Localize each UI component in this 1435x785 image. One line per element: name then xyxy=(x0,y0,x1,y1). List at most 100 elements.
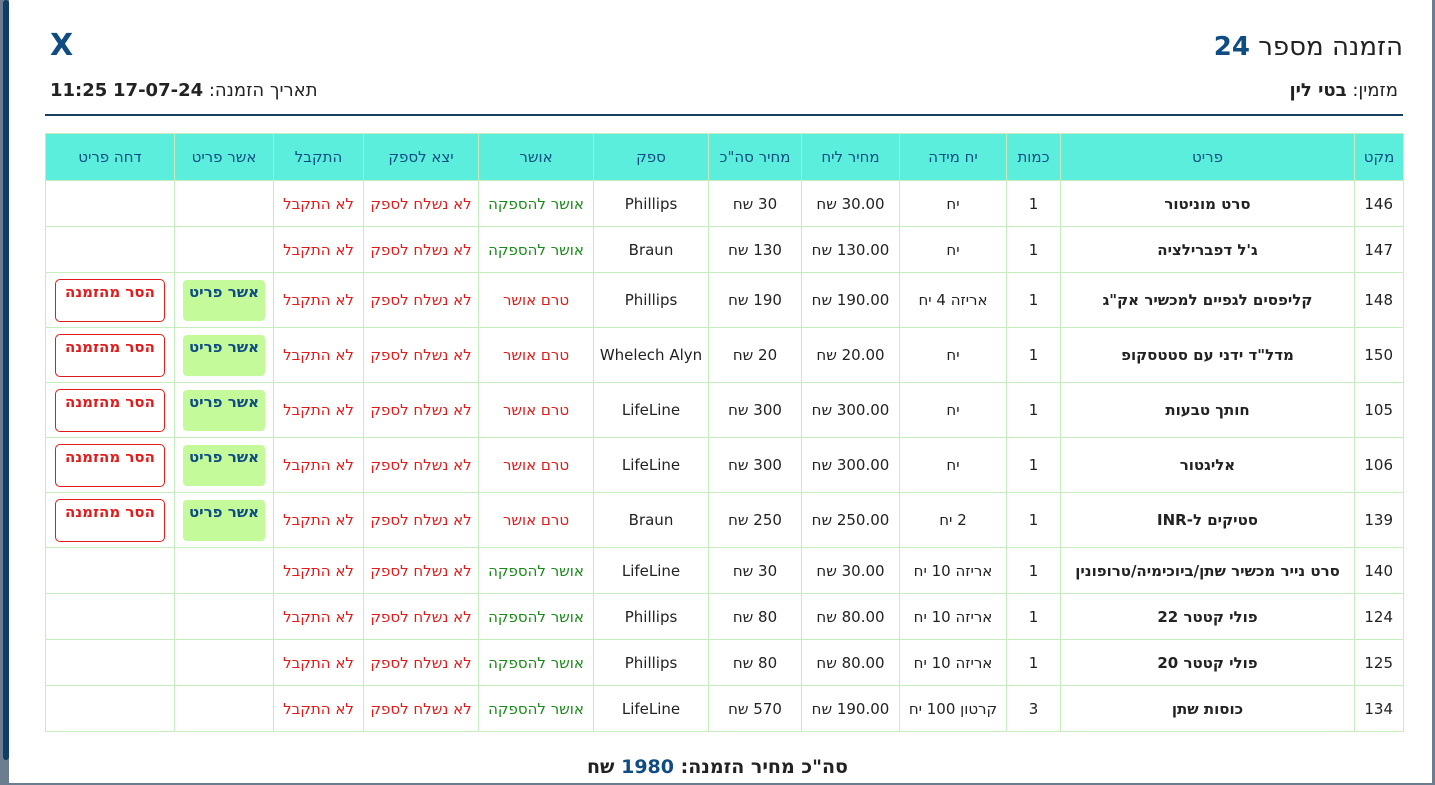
approve-item-cell xyxy=(174,685,274,732)
table-row: 125 פולי קטטר 20 1 אריזה 10 יח 80.00 שח 80 שח… xyxy=(45,639,1404,686)
unit-price-cell: 130.00 שח xyxy=(801,226,900,273)
total-price-cell: 300 שח xyxy=(708,437,802,493)
remove-from-order-button[interactable]: הסר מהזמנה xyxy=(55,498,165,542)
table-row: 140 סרט נייר מכשיר שתן/ביוכימיה/טרופונין 1… xyxy=(45,547,1404,594)
received-status-cell: לא התקבל xyxy=(273,639,364,686)
item-name-cell: אליגטור xyxy=(1060,437,1355,493)
total-price-cell: 80 שח xyxy=(708,593,802,640)
unit-cell: אריזה 10 יח xyxy=(899,547,1007,594)
sku-cell: 125 xyxy=(1354,639,1404,686)
total-price-cell: 300 שח xyxy=(708,382,802,438)
page-title: הזמנה מספר 24 xyxy=(1214,32,1403,62)
approval-status-cell: אושר להספקה xyxy=(478,685,594,732)
supplier-cell: Phillips xyxy=(593,180,709,227)
remove-from-order-button[interactable]: הסר מהזמנה xyxy=(55,443,165,487)
received-status-cell: לא התקבל xyxy=(273,593,364,640)
sent-status-cell: לא נשלח לספק xyxy=(363,226,479,273)
sent-status-cell: לא נשלח לספק xyxy=(363,492,479,548)
total-price-cell: 30 שח xyxy=(708,180,802,227)
supplier-cell: LifeLine xyxy=(593,547,709,594)
approve-item-button[interactable]: אשר פריט xyxy=(183,499,265,541)
approval-status-cell: טרם אושר xyxy=(478,272,594,328)
approve-item-button[interactable]: אשר פריט xyxy=(183,334,265,376)
approve-item-cell xyxy=(174,639,274,686)
quantity-cell: 1 xyxy=(1006,437,1061,493)
item-name-cell: מדל"ד ידני עם סטטסקופ xyxy=(1060,327,1355,383)
quantity-cell: 3 xyxy=(1006,685,1061,732)
quantity-cell: 1 xyxy=(1006,593,1061,640)
supplier-cell: LifeLine xyxy=(593,382,709,438)
supplier-cell: Phillips xyxy=(593,593,709,640)
sku-cell: 150 xyxy=(1354,327,1404,383)
order-date-label: תאריך הזמנה: xyxy=(208,80,318,101)
remove-from-order-button[interactable]: הסר מהזמנה xyxy=(55,388,165,432)
approval-status-cell: אושר להספקה xyxy=(478,180,594,227)
table-row: 146 סרט מוניטור 1 יח 30.00 שח 30 שח Phillips או… xyxy=(45,180,1404,227)
item-name-cell: כוסות שתן xyxy=(1060,685,1355,732)
window-scrollbar[interactable] xyxy=(0,0,9,785)
quantity-cell: 1 xyxy=(1006,327,1061,383)
table-header-row: מקט פריט כמות יח מידה מחיר ליח מחיר סה"כ ספק או… xyxy=(45,133,1404,181)
received-status-cell: לא התקבל xyxy=(273,492,364,548)
table-row: 106 אליגטור 1 יח 300.00 שח 300 שח LifeLine טרם … xyxy=(45,437,1404,493)
page-title-label: הזמנה מספר xyxy=(1258,32,1403,62)
total-currency: שח xyxy=(587,756,615,778)
unit-cell: אריזה 4 יח xyxy=(899,272,1007,328)
sent-status-cell: לא נשלח לספק xyxy=(363,180,479,227)
column-header: מקט xyxy=(1354,133,1404,181)
unit-cell: אריזה 10 יח xyxy=(899,639,1007,686)
order-info: מזמין: בטי לין תאריך הזמנה: 17-07-24 11:… xyxy=(45,80,1403,106)
item-name-cell: ג'ל דפברילציה xyxy=(1060,226,1355,273)
close-button[interactable]: X xyxy=(50,28,74,63)
supplier-cell: Phillips xyxy=(593,272,709,328)
approve-item-cell: אשר פריט xyxy=(174,327,274,383)
total-label: סה"כ מחיר הזמנה: xyxy=(680,756,848,778)
column-header: מחיר סה"כ xyxy=(708,133,802,181)
table-row: 139 סטיקים ל-INR 1 2 יח 250.00 שח 250 שח Braun… xyxy=(45,492,1404,548)
item-name-cell: סרט מוניטור xyxy=(1060,180,1355,227)
approval-status-cell: טרם אושר xyxy=(478,327,594,383)
received-status-cell: לא התקבל xyxy=(273,327,364,383)
remove-from-order-button[interactable]: הסר מהזמנה xyxy=(55,333,165,377)
order-time-value: 11:25 xyxy=(50,80,108,101)
total-price-cell: 190 שח xyxy=(708,272,802,328)
quantity-cell: 1 xyxy=(1006,382,1061,438)
approve-item-cell xyxy=(174,593,274,640)
column-header: פריט xyxy=(1060,133,1355,181)
reject-item-cell xyxy=(45,593,175,640)
window-bottom-edge xyxy=(0,783,1435,785)
item-name-cell: חותך טבעות xyxy=(1060,382,1355,438)
sent-status-cell: לא נשלח לספק xyxy=(363,437,479,493)
approval-status-cell: טרם אושר xyxy=(478,437,594,493)
approval-status-cell: טרם אושר xyxy=(478,492,594,548)
approve-item-button[interactable]: אשר פריט xyxy=(183,444,265,486)
approval-status-cell: אושר להספקה xyxy=(478,639,594,686)
unit-cell: יח xyxy=(899,437,1007,493)
sku-cell: 140 xyxy=(1354,547,1404,594)
quantity-cell: 1 xyxy=(1006,180,1061,227)
orderer: מזמין: בטי לין xyxy=(1289,80,1398,101)
unit-cell: 2 יח xyxy=(899,492,1007,548)
unit-price-cell: 30.00 שח xyxy=(801,547,900,594)
unit-price-cell: 300.00 שח xyxy=(801,382,900,438)
sku-cell: 139 xyxy=(1354,492,1404,548)
supplier-cell: LifeLine xyxy=(593,437,709,493)
unit-price-cell: 250.00 שח xyxy=(801,492,900,548)
supplier-cell: Whelech Alyn xyxy=(593,327,709,383)
sent-status-cell: לא נשלח לספק xyxy=(363,547,479,594)
sku-cell: 148 xyxy=(1354,272,1404,328)
approve-item-button[interactable]: אשר פריט xyxy=(183,279,265,321)
order-items-table: מקט פריט כמות יח מידה מחיר ליח מחיר סה"כ ספק או… xyxy=(45,133,1404,732)
quantity-cell: 1 xyxy=(1006,226,1061,273)
unit-price-cell: 300.00 שח xyxy=(801,437,900,493)
reject-item-cell: הסר מהזמנה xyxy=(45,382,175,438)
received-status-cell: לא התקבל xyxy=(273,180,364,227)
quantity-cell: 1 xyxy=(1006,492,1061,548)
approve-item-cell: אשר פריט xyxy=(174,492,274,548)
order-total: סה"כ מחיר הזמנה: 1980 שח xyxy=(0,756,1435,778)
sent-status-cell: לא נשלח לספק xyxy=(363,272,479,328)
total-price-cell: 80 שח xyxy=(708,639,802,686)
remove-from-order-button[interactable]: הסר מהזמנה xyxy=(55,278,165,322)
total-amount: 1980 xyxy=(621,756,674,778)
approve-item-button[interactable]: אשר פריט xyxy=(183,389,265,431)
